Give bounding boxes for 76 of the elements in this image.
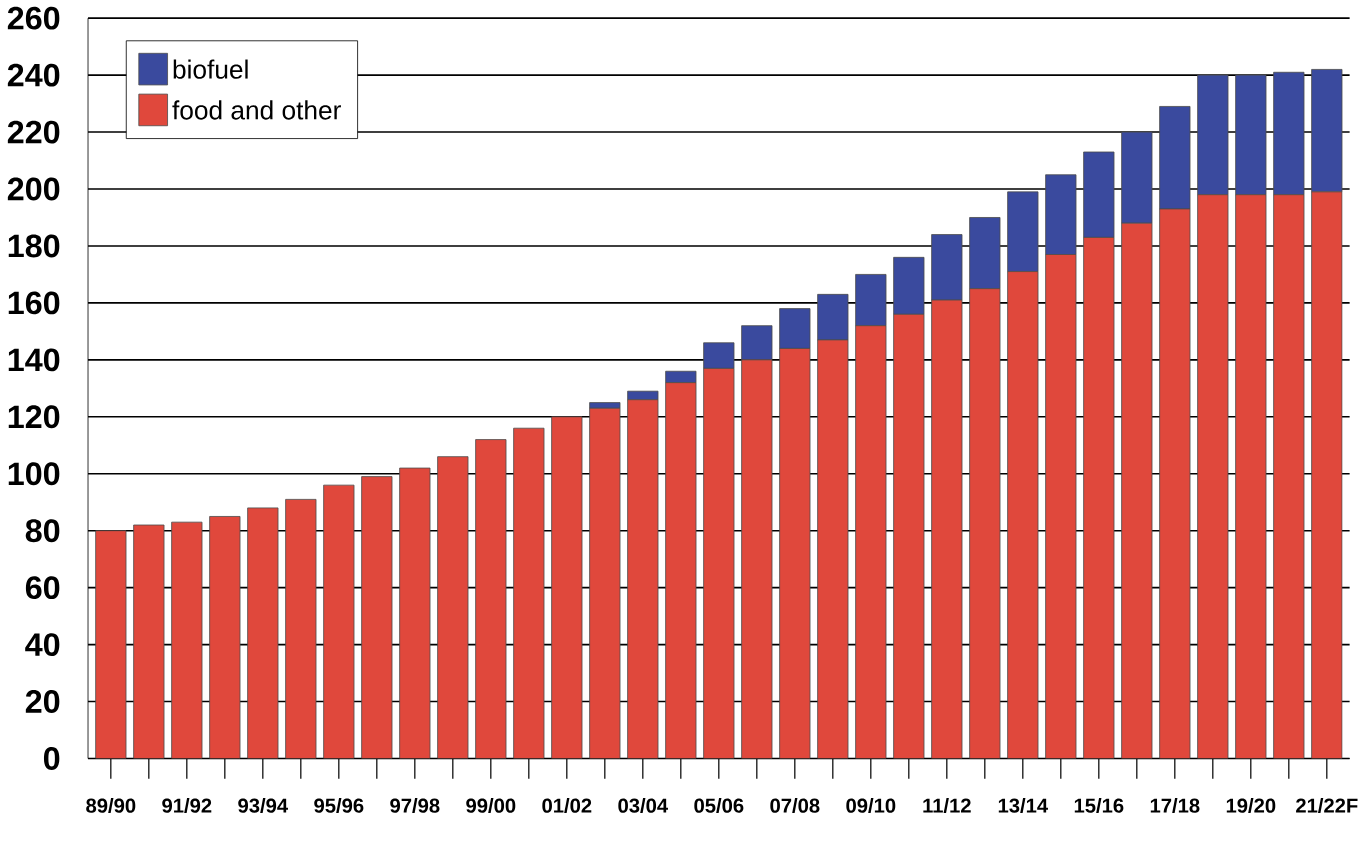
x-tick-label: 07/08 bbox=[770, 798, 820, 814]
y-tick-label: 60 bbox=[25, 576, 60, 600]
bar bbox=[931, 299, 963, 759]
bar bbox=[779, 308, 811, 350]
y-tick-label: 140 bbox=[8, 348, 60, 372]
bar bbox=[1045, 254, 1077, 759]
x-tick-label: 91/92 bbox=[162, 798, 212, 814]
bar bbox=[817, 339, 849, 759]
x-tick-label: 21/22F bbox=[1296, 798, 1358, 814]
bar bbox=[95, 530, 127, 759]
bar bbox=[323, 484, 355, 759]
y-tick-label: 80 bbox=[25, 519, 60, 543]
bar bbox=[361, 476, 393, 759]
bar bbox=[855, 274, 887, 327]
bar bbox=[627, 399, 659, 759]
bar bbox=[1273, 194, 1305, 759]
bar bbox=[133, 524, 165, 759]
y-tick-label: 120 bbox=[8, 405, 60, 429]
bar bbox=[589, 402, 621, 409]
y-tick-label: 20 bbox=[25, 690, 60, 714]
x-tick-label: 99/00 bbox=[466, 798, 516, 814]
bar bbox=[741, 359, 773, 759]
bar bbox=[475, 439, 507, 759]
y-tick-label: 260 bbox=[7, 6, 60, 30]
bar bbox=[513, 427, 545, 759]
x-tick-label: 89/90 bbox=[86, 798, 136, 814]
bar bbox=[855, 325, 887, 759]
bar bbox=[209, 516, 241, 759]
bar bbox=[1197, 194, 1229, 759]
x-tick-label: 97/98 bbox=[390, 798, 440, 814]
bar bbox=[969, 288, 1001, 759]
bar bbox=[247, 507, 279, 759]
bar bbox=[171, 521, 203, 759]
bar bbox=[741, 325, 773, 361]
bar bbox=[779, 348, 811, 759]
x-tick-label: 11/12 bbox=[923, 798, 971, 814]
bar bbox=[1083, 237, 1115, 759]
bar bbox=[893, 257, 925, 315]
y-tick-label: 240 bbox=[7, 63, 60, 87]
bar bbox=[1121, 222, 1153, 759]
legend-label: food and other bbox=[172, 100, 341, 120]
y-tick-label: 220 bbox=[7, 120, 60, 144]
x-tick-label: 13/14 bbox=[998, 798, 1048, 814]
bar bbox=[703, 368, 735, 759]
bar bbox=[551, 416, 583, 759]
bar bbox=[1311, 191, 1343, 759]
x-tick-label: 01/02 bbox=[542, 798, 592, 814]
bar bbox=[399, 467, 431, 759]
bar bbox=[437, 456, 469, 759]
x-tick-label: 03/04 bbox=[618, 798, 668, 814]
y-tick-label: 160 bbox=[8, 291, 60, 315]
bar bbox=[703, 342, 735, 369]
y-tick-label: 40 bbox=[25, 633, 60, 657]
y-tick-label: 100 bbox=[8, 462, 60, 486]
bar bbox=[1235, 194, 1267, 759]
bar bbox=[1007, 271, 1039, 759]
bar bbox=[665, 382, 697, 759]
legend-label: biofuel bbox=[173, 59, 248, 80]
bar bbox=[589, 408, 621, 759]
bar bbox=[893, 314, 925, 759]
bar bbox=[969, 217, 1001, 290]
bar bbox=[1159, 208, 1191, 759]
y-tick-label: 200 bbox=[7, 177, 60, 201]
x-tick-label: 17/18 bbox=[1150, 798, 1200, 814]
bar bbox=[817, 294, 849, 341]
bar bbox=[285, 499, 317, 759]
bar bbox=[665, 371, 697, 384]
y-tick-label: 180 bbox=[8, 234, 60, 258]
x-tick-label: 95/96 bbox=[314, 798, 364, 814]
x-tick-label: 15/16 bbox=[1074, 798, 1124, 814]
y-tick-label: 0 bbox=[43, 747, 60, 771]
bar bbox=[931, 234, 963, 301]
x-tick-label: 93/94 bbox=[238, 798, 288, 814]
x-tick-label: 19/20 bbox=[1226, 798, 1276, 814]
x-tick-label: 09/10 bbox=[846, 798, 896, 814]
x-tick-label: 05/06 bbox=[694, 798, 744, 814]
